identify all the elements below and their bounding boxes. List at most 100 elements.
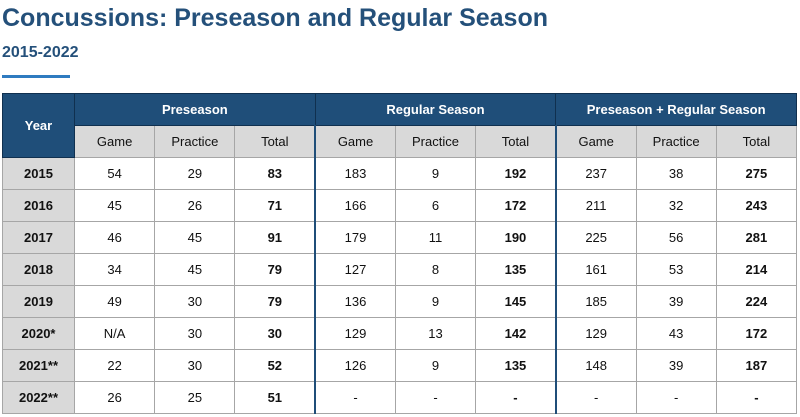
value-cell: 161 [555, 253, 637, 286]
value-cell: 129 [555, 317, 637, 350]
column-header: Practice [394, 125, 477, 158]
value-cell: 30 [154, 285, 236, 318]
value-cell: 148 [555, 349, 637, 382]
value-cell: 13 [394, 317, 477, 350]
column-header: Game [314, 125, 396, 158]
value-cell: 127 [314, 253, 396, 286]
column-header: Game [555, 125, 637, 158]
table-row: 2022** 26 25 51- - - - - - [2, 381, 798, 414]
column-header: Practice [635, 125, 717, 158]
value-cell: 30 [234, 317, 317, 350]
column-header: Total [715, 125, 798, 158]
concussion-table: Year Preseason Regular Season Preseason + … [2, 93, 798, 414]
value-cell: 46 [73, 221, 156, 254]
value-cell: 52 [234, 349, 317, 382]
value-cell: 275 [715, 157, 798, 190]
table-row: 2015 54 29 83 183 9 192 237 38 275 [2, 157, 798, 190]
value-cell: 211 [555, 189, 637, 222]
column-header: Total [234, 125, 317, 158]
group-header: Preseason [74, 93, 316, 126]
year-cell: 2019 [2, 285, 75, 318]
value-cell: 8 [394, 253, 477, 286]
group-header: Preseason + Regular Season [555, 93, 797, 126]
table-row: 2019 49 30 79 136 9 145 185 39 224 [2, 285, 798, 318]
table-row: 2016 45 26 71 166 6 172 211 32 243 [2, 189, 798, 222]
value-cell: 126 [314, 349, 396, 382]
title-underline [2, 75, 70, 78]
value-cell: 187 [715, 349, 798, 382]
value-cell: 9 [394, 349, 477, 382]
table-row: 2021** 22 30 52 126 9 135 148 39 187 [2, 349, 798, 382]
year-cell: 2018 [2, 253, 75, 286]
year-header: Year [2, 93, 75, 158]
value-cell: 129 [314, 317, 396, 350]
value-cell: - [475, 381, 557, 414]
value-cell: 145 [475, 285, 557, 318]
value-cell: 39 [635, 285, 717, 318]
value-cell: 53 [635, 253, 717, 286]
value-cell: 25 [154, 381, 236, 414]
column-header: Practice [154, 125, 236, 158]
value-cell: - [394, 381, 477, 414]
value-cell: 49 [73, 285, 156, 318]
value-cell: - [715, 381, 798, 414]
value-cell: 243 [715, 189, 798, 222]
table-row: 2017 46 45 91 179 11 190 225 56 281 [2, 221, 798, 254]
column-header: Game [73, 125, 156, 158]
value-cell: 38 [635, 157, 717, 190]
value-cell: 192 [475, 157, 557, 190]
value-cell: 224 [715, 285, 798, 318]
value-cell: - [314, 381, 396, 414]
value-cell: - [635, 381, 717, 414]
subtitle: 2015-2022 [2, 44, 79, 61]
value-cell: 45 [154, 221, 236, 254]
value-cell: 172 [715, 317, 798, 350]
value-cell: 135 [475, 349, 557, 382]
value-cell: 83 [234, 157, 317, 190]
column-header: Total [475, 125, 557, 158]
value-cell: 6 [394, 189, 477, 222]
value-cell: 45 [154, 253, 236, 286]
value-cell: 26 [154, 189, 236, 222]
year-cell: 2016 [2, 189, 75, 222]
group-header-row: Year Preseason Regular Season Preseason + … [2, 93, 797, 158]
value-cell: 11 [394, 221, 477, 254]
value-cell: 71 [234, 189, 317, 222]
subheader-row: Game Practice Total Game Practice Total Game Pr… [3, 125, 798, 158]
title: Concussions: Preseason and Regular Seaso… [2, 4, 548, 32]
value-cell: 45 [73, 189, 156, 222]
value-cell: 225 [555, 221, 637, 254]
value-cell: 136 [314, 285, 396, 318]
year-cell: 2015 [2, 157, 75, 190]
value-cell: - [555, 381, 637, 414]
value-cell: 9 [394, 157, 477, 190]
value-cell: 281 [715, 221, 798, 254]
value-cell: 51 [234, 381, 317, 414]
year-cell: 2021** [2, 349, 75, 382]
value-cell: 135 [475, 253, 557, 286]
value-cell: 183 [314, 157, 396, 190]
value-cell: 185 [555, 285, 637, 318]
year-cell: 2022** [2, 381, 75, 414]
value-cell: 79 [234, 285, 317, 318]
group-header: Regular Season [314, 93, 557, 126]
value-cell: 91 [234, 221, 317, 254]
value-cell: 32 [635, 189, 717, 222]
value-cell: 22 [73, 349, 156, 382]
value-cell: 39 [635, 349, 717, 382]
year-cell: 2017 [2, 221, 75, 254]
value-cell: 142 [475, 317, 557, 350]
value-cell: 43 [635, 317, 717, 350]
value-cell: 166 [314, 189, 396, 222]
value-cell: 30 [154, 317, 236, 350]
year-cell: 2020* [2, 317, 75, 350]
value-cell: 26 [73, 381, 156, 414]
value-cell: 34 [73, 253, 156, 286]
value-cell: 172 [475, 189, 557, 222]
value-cell: 179 [314, 221, 396, 254]
value-cell: 79 [234, 253, 317, 286]
value-cell: 56 [635, 221, 717, 254]
table-body: 2015 54 29 83 183 9 192 237 38 275 2016 45 26 71 166 6 1… [2, 157, 798, 414]
table-row: 2018 34 45 79 127 8 135 161 53 214 [2, 253, 798, 286]
value-cell: 54 [73, 157, 156, 190]
